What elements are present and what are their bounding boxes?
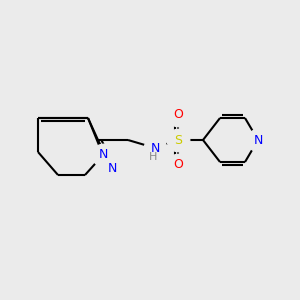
Text: N: N <box>253 134 263 146</box>
Text: N: N <box>107 161 117 175</box>
Text: S: S <box>174 134 182 146</box>
Text: N: N <box>150 142 160 154</box>
Text: N: N <box>98 148 108 161</box>
Text: O: O <box>173 109 183 122</box>
Text: H: H <box>149 152 157 162</box>
Text: O: O <box>173 158 183 172</box>
